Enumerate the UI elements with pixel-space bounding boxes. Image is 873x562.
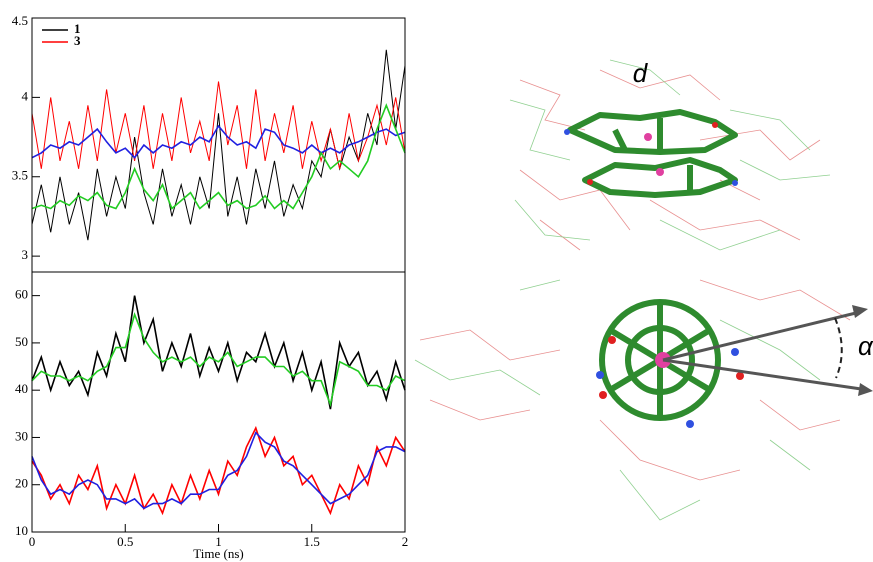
distance-label: d xyxy=(633,58,649,88)
x-tick-label: 1 xyxy=(215,534,222,549)
y-tick-label: 3 xyxy=(22,247,29,262)
molecule-top: d xyxy=(509,58,831,251)
molecule-bottom: α xyxy=(414,279,873,521)
series-line xyxy=(31,311,406,408)
y-tick-label: 4.5 xyxy=(12,13,28,28)
panel: 10 20 30 40 50 60 0 0.5 1 1.5 2 Time (ns) xyxy=(15,271,409,561)
y-tick-label: 10 xyxy=(15,523,28,538)
y-tick-label: 50 xyxy=(15,334,28,349)
series-line xyxy=(31,431,406,510)
legend-label: 3 xyxy=(74,33,81,48)
y-tick-label: 4 xyxy=(22,88,29,103)
x-axis-label: Time (ns) xyxy=(193,546,243,561)
series-line xyxy=(31,425,406,516)
y-tick-label: 20 xyxy=(15,476,28,491)
y-tick-label: 60 xyxy=(15,287,28,302)
x-tick-label: 0.5 xyxy=(117,534,133,549)
x-tick-label: 1.5 xyxy=(304,534,320,549)
x-tick-label: 0 xyxy=(29,534,36,549)
series-line xyxy=(31,295,406,410)
series-line xyxy=(31,103,406,210)
y-tick-label: 3.5 xyxy=(12,168,28,183)
series-line xyxy=(31,49,406,241)
y-tick-label: 40 xyxy=(15,381,28,396)
legend-label: 1 xyxy=(74,21,81,36)
y-tick-label: 30 xyxy=(15,428,28,443)
x-tick-label: 2 xyxy=(402,534,409,549)
series-line xyxy=(31,124,406,159)
panel: 33.544.513 xyxy=(12,13,406,273)
angle-label: α xyxy=(858,331,873,361)
